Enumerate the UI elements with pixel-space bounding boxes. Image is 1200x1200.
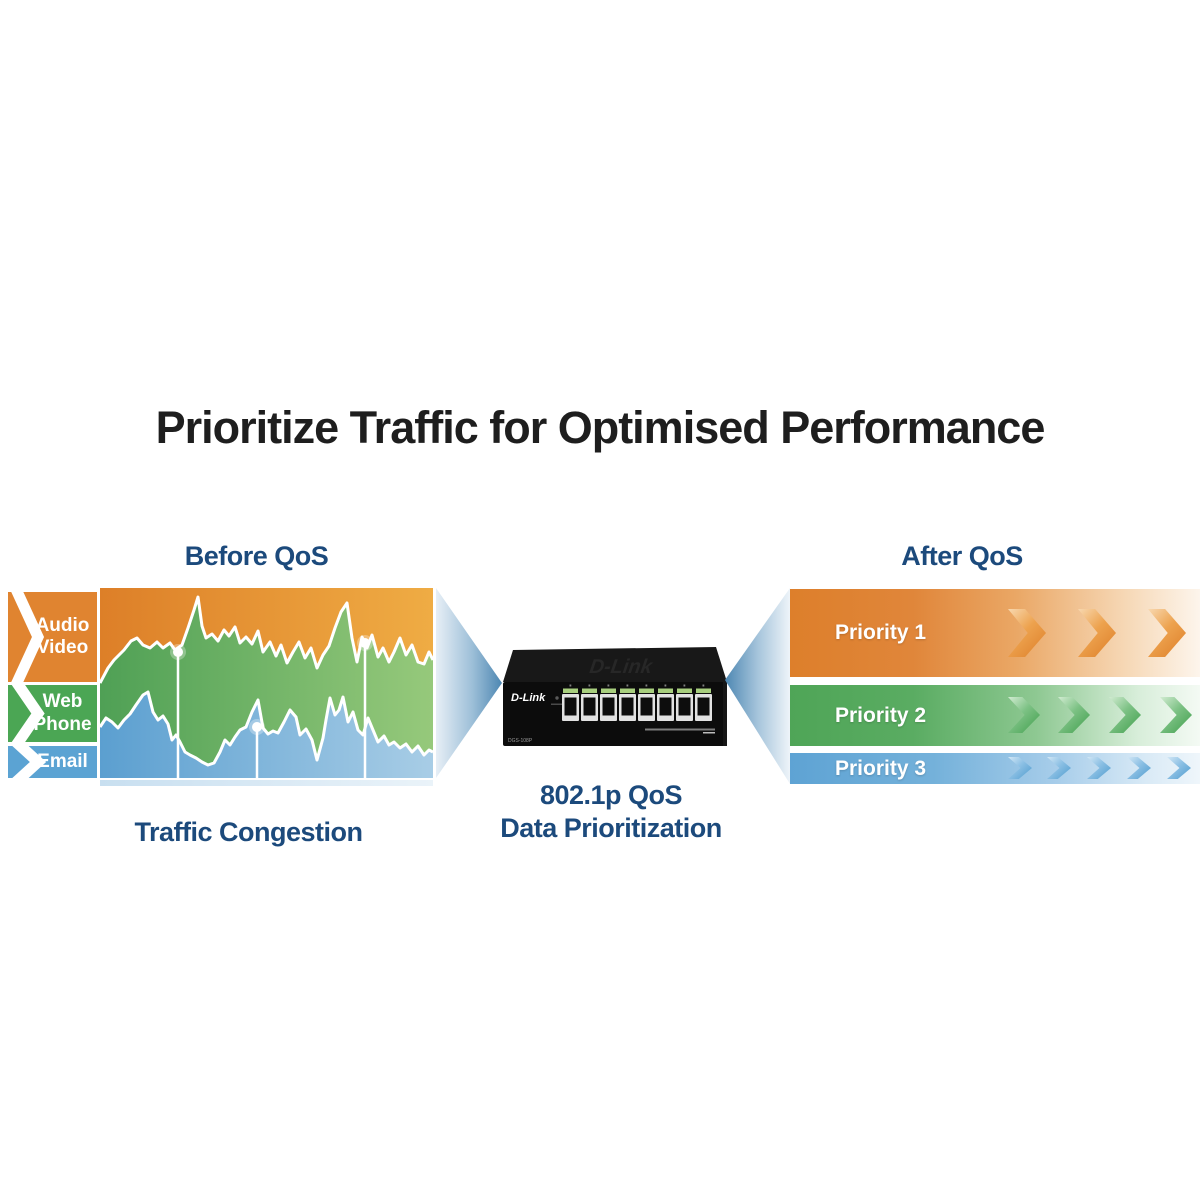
ribbon-shape-web-phone bbox=[8, 685, 97, 742]
chevron-right-icon bbox=[1148, 609, 1186, 657]
label-web-phone: Web Phone bbox=[8, 685, 97, 742]
after-qos-heading: After QoS bbox=[901, 541, 1023, 571]
funnel-right-arrow bbox=[725, 588, 790, 784]
svg-text:D-Link: D-Link bbox=[588, 656, 654, 678]
chevron-right-icon bbox=[1078, 609, 1116, 657]
power-led bbox=[555, 696, 559, 700]
chevron-right-icon bbox=[1127, 757, 1151, 779]
chevron-right-icon bbox=[1109, 697, 1141, 733]
ribbon-shape-audio-video bbox=[8, 592, 97, 682]
regulatory-text-line bbox=[645, 728, 715, 731]
qos-caption-line2: Data Prioritization bbox=[500, 813, 722, 843]
chevron-right-icon bbox=[1008, 757, 1032, 779]
switch-model-text: DGS-108P bbox=[508, 738, 533, 744]
chevron-right-icon bbox=[1008, 609, 1046, 657]
label-audio-video-text: Audio Video bbox=[35, 614, 90, 658]
priority-3-label: Priority 3 bbox=[835, 756, 927, 780]
switch-brand-logo: D-Link bbox=[511, 692, 546, 704]
switch-top-emboss: D-Link bbox=[588, 656, 654, 678]
network-switch: D-Link D-Link DGS-108P bbox=[503, 647, 727, 746]
funnel-left-arrow bbox=[436, 588, 502, 778]
chevron-right-icon bbox=[1167, 757, 1191, 779]
before-qos-heading: Before QoS bbox=[184, 541, 329, 571]
traffic-congestion-caption: Traffic Congestion bbox=[134, 817, 363, 847]
priority-1-bar: Priority 1 bbox=[790, 589, 1200, 677]
label-email: Email bbox=[8, 746, 97, 778]
priority-3-bar: Priority 3 bbox=[790, 753, 1200, 784]
qos-caption-line1: 802.1p QoS bbox=[539, 780, 683, 810]
priority-2-bar: Priority 2 bbox=[790, 685, 1200, 746]
ethernet-ports bbox=[562, 684, 712, 721]
priority-2-label: Priority 2 bbox=[835, 703, 927, 727]
congestion-area-chart bbox=[100, 588, 433, 786]
label-web-phone-text: Web Phone bbox=[33, 691, 92, 735]
chevron-right-icon bbox=[1087, 757, 1111, 779]
ribbon-shape-email bbox=[8, 746, 97, 778]
label-email-text: Email bbox=[37, 750, 88, 772]
priority-1-label: Priority 1 bbox=[835, 621, 927, 644]
chevron-right-icon bbox=[1058, 697, 1090, 733]
chevron-right-icon bbox=[1047, 757, 1071, 779]
chevron-right-icon bbox=[1008, 697, 1040, 733]
switch-top-face bbox=[503, 647, 727, 682]
label-audio-video: Audio Video bbox=[8, 592, 97, 682]
page-title: Prioritize Traffic for Optimised Perform… bbox=[155, 402, 1046, 453]
chevron-right-icon bbox=[1160, 697, 1192, 733]
